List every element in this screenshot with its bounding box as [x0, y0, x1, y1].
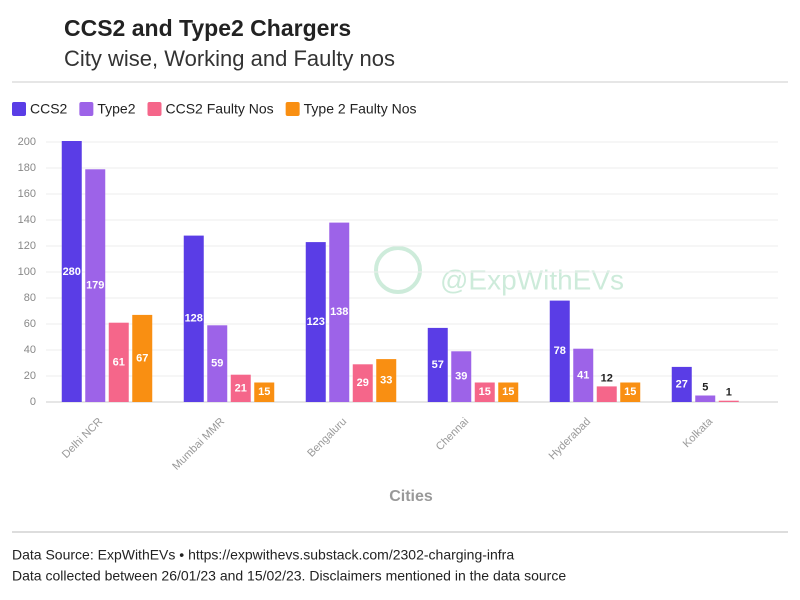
y-tick-label: 180 [18, 162, 36, 174]
bar [85, 169, 106, 402]
y-tick-label: 120 [18, 240, 36, 252]
x-tick-label: Mumbai MMR [170, 416, 227, 473]
data-label: 179 [86, 280, 104, 292]
data-label: 15 [479, 386, 491, 398]
bar [108, 322, 129, 402]
watermark: @ExpWithEVs [440, 264, 624, 295]
y-tick-label: 60 [24, 318, 36, 330]
bar [498, 382, 519, 402]
data-label: 61 [113, 356, 125, 368]
bar [183, 235, 204, 402]
bar [352, 364, 373, 402]
y-tick-label: 20 [24, 370, 36, 382]
data-label: 59 [211, 358, 223, 370]
bar [254, 382, 275, 402]
data-label: 41 [577, 369, 589, 381]
bar [718, 400, 739, 402]
bar [596, 386, 617, 402]
data-label: 29 [357, 377, 369, 389]
bar [573, 348, 594, 402]
data-label: 123 [307, 316, 325, 328]
data-label: 33 [380, 374, 392, 386]
data-label: 15 [258, 386, 270, 398]
bar [474, 382, 495, 402]
data-label: 128 [185, 313, 203, 325]
data-label: 5 [702, 381, 708, 393]
bar [207, 325, 228, 402]
data-label: 39 [455, 371, 467, 383]
data-label: 27 [676, 378, 688, 390]
x-tick-label: Bengaluru [305, 416, 349, 460]
bar [549, 300, 570, 402]
chart-subtitle: City wise, Working and Faulty nos [64, 46, 395, 71]
x-tick-label: Chennai [434, 416, 471, 453]
footer-text: Data collected between 26/01/23 and 15/0… [12, 568, 566, 584]
x-tick-label: Delhi NCR [60, 416, 105, 461]
y-tick-label: 40 [24, 344, 36, 356]
bar [427, 327, 448, 402]
data-label: 21 [235, 382, 247, 394]
data-label: 138 [330, 306, 348, 318]
footer-text: Data Source: ExpWithEVs • https://expwit… [12, 547, 514, 563]
data-label: 15 [502, 386, 514, 398]
legend-swatch [79, 102, 94, 116]
legend-swatch [12, 102, 26, 116]
x-tick-label: Kolkata [681, 415, 716, 450]
plot-area [61, 141, 739, 402]
bar [671, 366, 692, 402]
watermark-icon [374, 246, 422, 294]
bar [132, 314, 153, 402]
watermark-group: @ExpWithEVs [374, 246, 624, 295]
data-label: 15 [624, 386, 636, 398]
legend-label: CCS2 [30, 101, 68, 117]
chart-title: CCS2 and Type2 Chargers [64, 15, 351, 41]
bar [376, 359, 397, 402]
legend-label: Type 2 Faulty Nos [304, 101, 417, 117]
bar [695, 395, 716, 402]
legend-label: Type2 [97, 101, 135, 117]
y-tick-label: 200 [18, 136, 36, 148]
data-label: 12 [601, 372, 613, 384]
y-tick-label: 160 [18, 188, 36, 200]
data-label: 280 [63, 266, 81, 278]
legend-swatch [147, 102, 162, 116]
legend-label: CCS2 Faulty Nos [166, 101, 274, 117]
data-label: 1 [726, 387, 732, 399]
bar [620, 382, 641, 402]
bar [329, 222, 350, 402]
x-tick-label: Hyderabad [547, 416, 594, 463]
y-tick-label: 100 [18, 266, 36, 278]
data-label: 78 [554, 345, 566, 357]
y-tick-label: 80 [24, 292, 36, 304]
data-label: 57 [432, 359, 444, 371]
data-label: 67 [136, 352, 148, 364]
bar [305, 242, 326, 402]
bar [451, 351, 472, 402]
legend-swatch [285, 102, 300, 116]
y-tick-label: 140 [18, 214, 36, 226]
bar [61, 141, 82, 402]
bar [230, 374, 251, 402]
x-axis-title: Cities [389, 488, 433, 505]
y-tick-label: 0 [30, 396, 36, 408]
